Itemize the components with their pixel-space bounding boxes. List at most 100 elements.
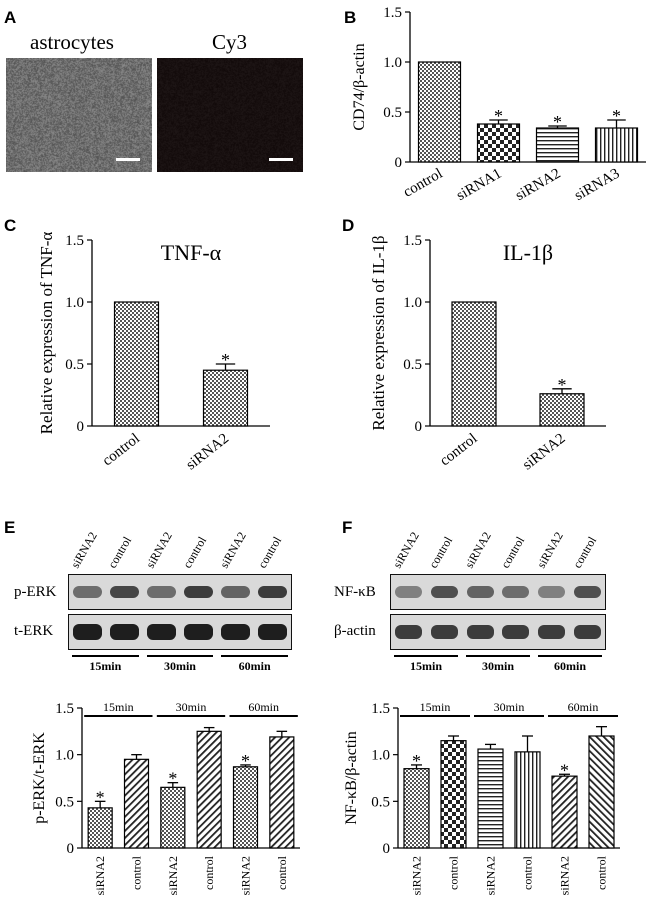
micrograph-astrocytes: [6, 58, 152, 172]
bar: [403, 768, 430, 849]
group-label: 15min: [420, 700, 451, 714]
category-label: control: [447, 855, 461, 890]
bar: [477, 748, 504, 849]
micrograph-texture: [157, 58, 303, 172]
bar: [535, 127, 580, 163]
y-axis-label: CD74/β-actin: [351, 43, 368, 130]
y-tick-label: 0: [415, 419, 423, 435]
blot-band: [466, 586, 494, 598]
significance-marker: *: [560, 760, 569, 780]
y-tick-label: 0.5: [55, 794, 74, 810]
time-label: 60min: [553, 659, 586, 673]
time-bar: [146, 655, 214, 657]
category-label: siRNA2: [410, 856, 424, 895]
blot-band: [537, 625, 566, 639]
panel-label-a: A: [4, 8, 17, 27]
time-bar: [538, 655, 602, 657]
chart-title: IL-1β: [503, 240, 553, 265]
category-label: control: [595, 855, 609, 890]
blot-band: [573, 625, 601, 639]
blot-row-label-nf-kb: NF-κB: [334, 584, 376, 600]
category-label: siRNA2: [239, 856, 253, 895]
blot-band: [395, 586, 423, 598]
blot-band: [110, 586, 139, 598]
blot-band: [537, 586, 566, 598]
y-tick-label: 1.0: [65, 295, 84, 311]
blot-band: [221, 624, 250, 640]
y-tick-label: 0.5: [403, 357, 422, 373]
blot-band: [110, 624, 139, 640]
time-label: 30min: [163, 659, 196, 673]
y-tick-label: 0.5: [371, 794, 390, 810]
blot-band: [573, 586, 601, 598]
category-label: control: [437, 431, 480, 470]
bar: [539, 393, 585, 427]
category-label: control: [130, 855, 144, 890]
bar: [232, 766, 259, 849]
category-label: siRNA2: [513, 166, 564, 204]
y-tick-label: 1.0: [383, 55, 402, 71]
significance-marker: *: [412, 751, 421, 771]
y-axis-label: Relative expression of IL-1β: [369, 235, 388, 430]
bar: [202, 369, 249, 427]
bar: [514, 751, 541, 849]
time-bar: [72, 655, 139, 657]
blot-band: [221, 586, 250, 598]
blot-nf-kb: [390, 574, 606, 610]
category-label: siRNA2: [558, 856, 572, 895]
micrograph-texture: [6, 58, 152, 172]
category-label: siRNA2: [93, 856, 107, 895]
blot-band: [73, 586, 102, 598]
time-label: 15min: [409, 659, 442, 673]
blot-row-label-beta-actin: β-actin: [334, 623, 376, 639]
y-tick-label: 1.0: [55, 748, 74, 764]
panel-label-e: E: [4, 518, 16, 537]
scale-bar: [116, 158, 140, 161]
category-label: control: [521, 855, 535, 890]
category-label: control: [401, 166, 446, 201]
time-bar: [466, 655, 530, 657]
panel-label-b: B: [344, 8, 357, 27]
blot-band: [184, 624, 213, 640]
category-label: siRNA2: [520, 431, 569, 474]
group-label: 60min: [248, 700, 279, 714]
panel-label-d: D: [342, 216, 355, 235]
bar: [451, 301, 497, 427]
time-label: 60min: [238, 659, 271, 673]
time-bar: [221, 655, 288, 657]
time-label: 15min: [89, 659, 122, 673]
significance-marker: *: [612, 106, 621, 126]
y-axis-label: p-ERK/t-ERK: [31, 732, 48, 824]
group-label: 30min: [494, 700, 525, 714]
significance-marker: *: [553, 112, 562, 132]
scale-bar: [269, 158, 293, 161]
blot-band: [258, 624, 287, 640]
blot-band: [184, 586, 213, 598]
y-tick-label: 0: [383, 841, 391, 857]
micrograph-label-cy3: Cy3: [212, 30, 248, 54]
category-label: control: [100, 431, 143, 470]
panel-label-f: F: [342, 518, 353, 537]
bar: [196, 730, 222, 849]
blot-band: [430, 625, 459, 639]
time-bar: [394, 655, 458, 657]
category-label: control: [202, 855, 216, 890]
category-label: siRNA1: [454, 166, 505, 204]
blot-band: [502, 586, 530, 598]
y-tick-label: 0: [77, 419, 85, 435]
blot-band: [147, 586, 176, 598]
blot-band: [502, 625, 530, 639]
blot-band: [73, 624, 102, 640]
category-label: control: [275, 855, 289, 890]
blot-band: [258, 586, 287, 598]
y-tick-label: 1.0: [403, 295, 422, 311]
panel-label-c: C: [4, 216, 17, 235]
significance-marker: *: [168, 769, 177, 789]
bar: [476, 123, 521, 163]
y-tick-label: 0.5: [65, 357, 84, 373]
significance-marker: *: [221, 350, 230, 370]
y-tick-label: 1.0: [371, 748, 390, 764]
category-label: siRNA3: [572, 166, 623, 204]
blot-t-erk: [68, 614, 292, 650]
chart-title: TNF-α: [161, 240, 222, 265]
